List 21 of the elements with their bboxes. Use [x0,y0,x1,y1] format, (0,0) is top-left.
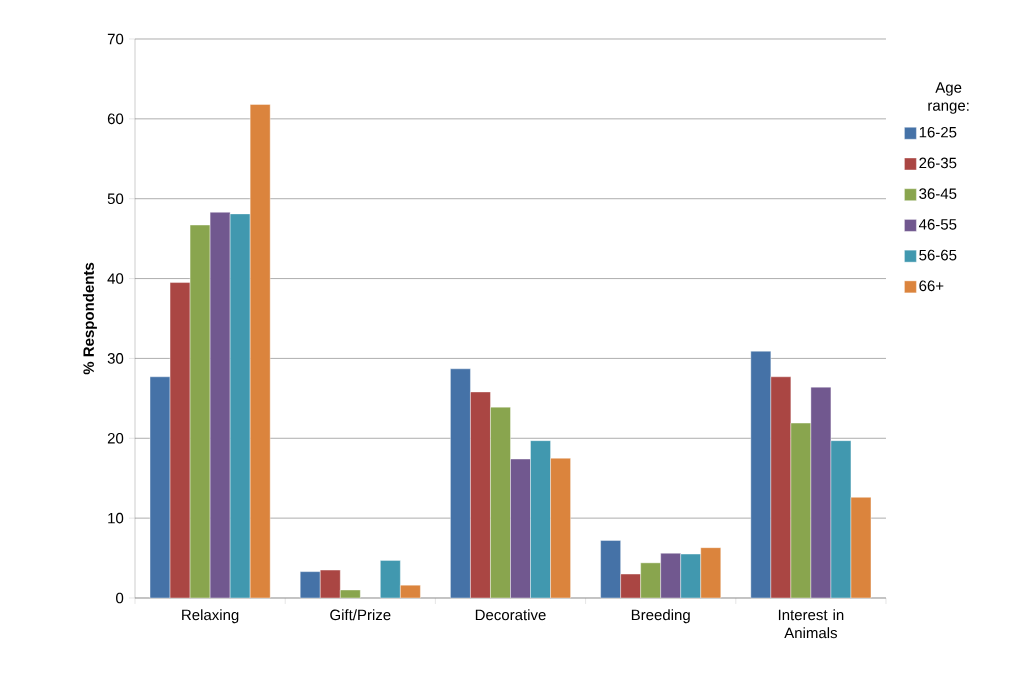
x-tick-label: Interest in Animals [778,609,844,639]
legend-label: 66+ [919,280,944,292]
y-axis-title: % Respondents [82,262,97,375]
y-tick-label: 10 [108,512,124,524]
y-tick-label: 30 [107,353,124,364]
legend-label: 56-65 [919,249,957,261]
y-tick-label: 70 [107,33,124,45]
y-tick-label: 0 [116,592,124,604]
x-tick-label: Decorative [475,609,546,621]
y-tick-label: 50 [107,193,124,205]
legend-title: Age range: [928,82,969,114]
x-tick-label: Gift/Prize [330,609,391,621]
legend-label: 16-25 [919,126,957,138]
y-tick-label: 40 [107,273,124,284]
legend-label: 46-55 [918,219,957,230]
x-tick-label: Breeding [631,609,690,624]
x-tick-label: Relaxing [182,609,239,624]
legend-label: 36-45 [919,188,957,199]
y-tick-label: 60 [107,113,124,125]
legend-label: 26-35 [919,157,957,169]
y-tick-label: 20 [107,432,124,444]
